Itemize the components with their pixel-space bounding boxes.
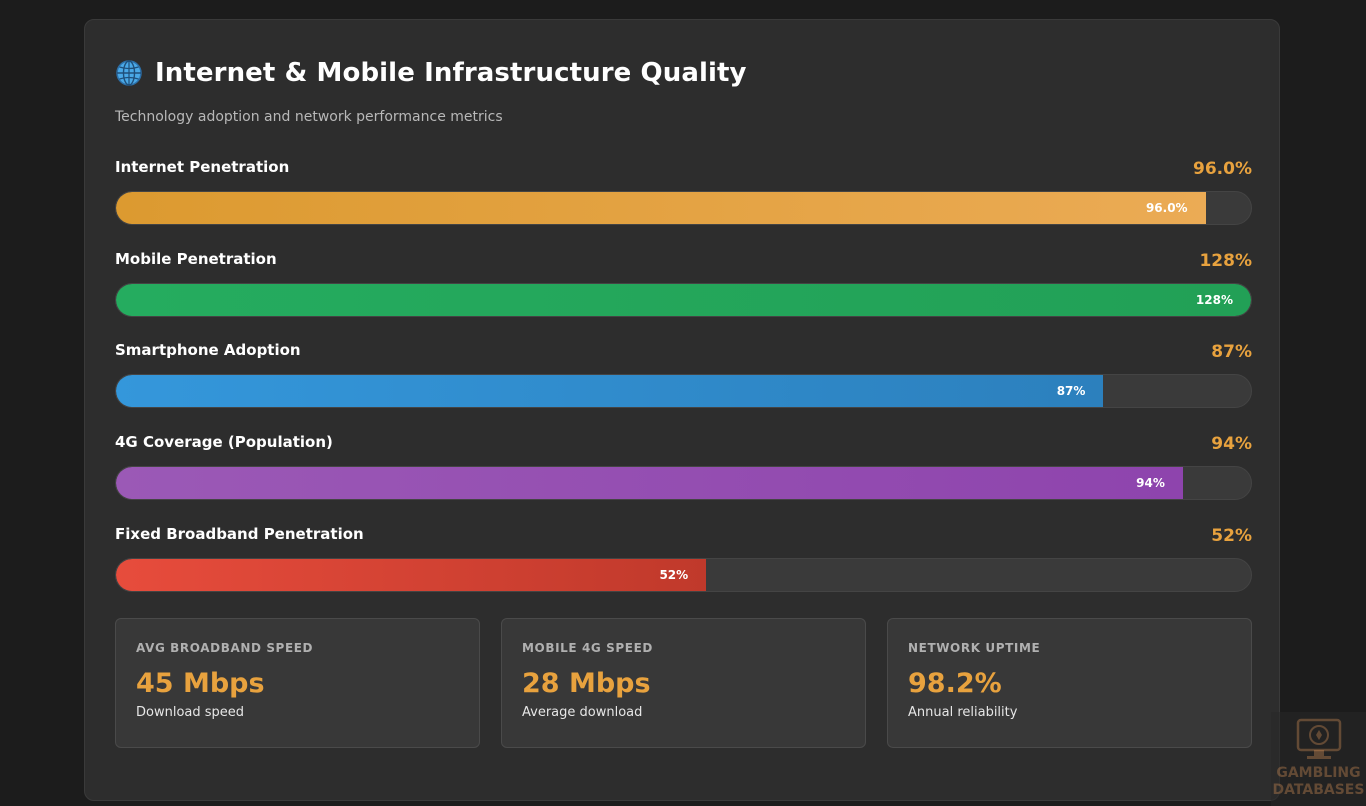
metric-value: 128% [1199, 250, 1252, 271]
stat-label: MOBILE 4G SPEED [522, 641, 653, 655]
monitor-chip-icon [1296, 718, 1341, 759]
metric-label: Fixed Broadband Penetration [115, 524, 364, 543]
infrastructure-card: Internet & Mobile Infrastructure Quality… [84, 19, 1280, 801]
metric-label: Internet Penetration [115, 158, 290, 176]
metric-value: 96.0% [1193, 159, 1252, 179]
stat-description: Annual reliability [908, 705, 1018, 720]
stat-value: 45 Mbps [136, 668, 265, 699]
metric-row-fixed-broadband-penetration: Fixed Broadband Penetration 52% 52% [115, 525, 1252, 617]
metric-row-smartphone-adoption: Smartphone Adoption 87% 87% [115, 341, 1252, 433]
stat-label: NETWORK UPTIME [908, 641, 1041, 655]
bar-track: 52% [115, 557, 1252, 592]
page-title: Internet & Mobile Infrastructure Quality [155, 58, 747, 88]
metric-value: 94% [1211, 434, 1252, 455]
bar-fill-smartphone-adoption: 87% [116, 375, 1104, 408]
watermark: GAMBLING DATABASES [1271, 712, 1366, 806]
bar-data-label: 87% [1056, 384, 1086, 399]
bar-fill-internet-penetration: 96.0% [116, 192, 1206, 224]
stat-card-mobile-speed: MOBILE 4G SPEED 28 Mbps Average download [501, 618, 866, 748]
metrics-chart: Internet Penetration 96.0% 96.0% Mobile Pen… [115, 158, 1252, 616]
stat-description: Average download [522, 705, 643, 720]
bar-fill-fixed-broadband-penetration: 52% [116, 558, 707, 591]
metric-label: Smartphone Adoption [115, 341, 301, 360]
metric-row-mobile-penetration: Mobile Penetration 128% 128% [115, 250, 1252, 342]
bar-track: 128% [115, 282, 1252, 317]
bar-track: 94% [115, 466, 1252, 501]
bar-data-label: 128% [1195, 292, 1233, 307]
metric-value: 87% [1211, 342, 1252, 363]
stat-label: AVG BROADBAND SPEED [136, 641, 314, 655]
watermark-line2: DATABASES [1272, 782, 1365, 798]
bar-track: 87% [115, 374, 1252, 409]
metric-row-internet-penetration: Internet Penetration 96.0% 96.0% [115, 158, 1252, 250]
metric-value: 52% [1211, 525, 1252, 546]
stat-card-network-uptime: NETWORK UPTIME 98.2% Annual reliability [887, 618, 1252, 748]
metric-label: 4G Coverage (Population) [115, 433, 333, 452]
stat-value: 98.2% [908, 668, 1002, 699]
watermark-line1: GAMBLING [1276, 765, 1361, 781]
stat-description: Download speed [136, 705, 245, 720]
bar-data-label: 96.0% [1145, 201, 1188, 215]
metric-row-4g-coverage-population: 4G Coverage (Population) 94% 94% [115, 433, 1252, 525]
stat-value: 28 Mbps [522, 668, 651, 699]
bar-fill-mobile-penetration: 128% [116, 283, 1251, 316]
stats-row: AVG BROADBAND SPEED 45 Mbps Download spe… [115, 618, 1252, 748]
stat-card-broadband-speed: AVG BROADBAND SPEED 45 Mbps Download spe… [115, 618, 480, 748]
bar-data-label: 94% [1136, 476, 1165, 491]
bar-track: 96.0% [115, 191, 1252, 225]
metric-label: Mobile Penetration [115, 249, 277, 268]
bar-fill-4g-coverage-population: 94% [116, 467, 1183, 500]
globe-icon [116, 60, 142, 86]
bar-data-label: 52% [659, 567, 689, 582]
page-subtitle: Technology adoption and network performa… [115, 109, 503, 125]
title-row: Internet & Mobile Infrastructure Quality [115, 58, 747, 88]
